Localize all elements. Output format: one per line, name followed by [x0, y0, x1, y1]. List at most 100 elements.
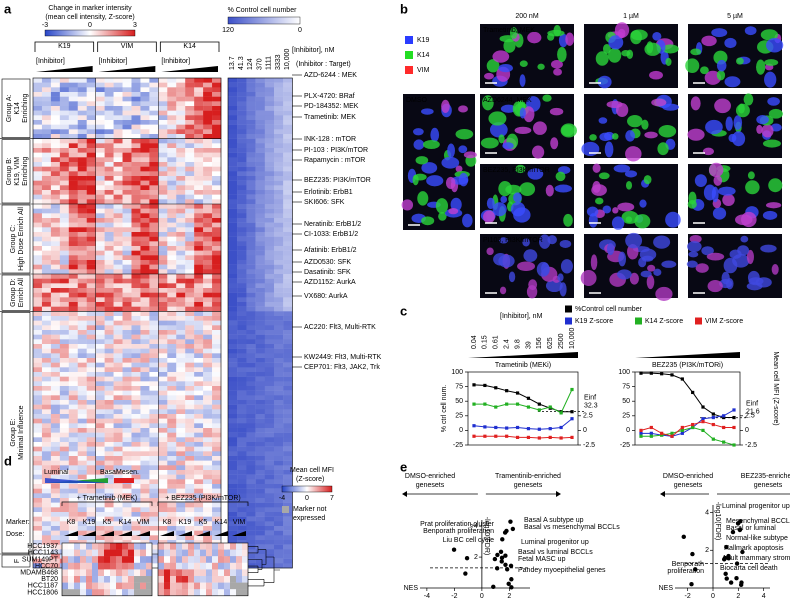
- point: [494, 405, 497, 408]
- heatmap-cell: [123, 241, 132, 246]
- heatmap-cell: [104, 576, 110, 583]
- heatmap-cell: [194, 470, 203, 475]
- heatmap-cell: [140, 405, 149, 410]
- control-cell: [256, 125, 265, 130]
- cell: [649, 71, 663, 80]
- heatmap-cell: [185, 414, 194, 419]
- point: [681, 432, 684, 435]
- heatmap-cell: [176, 181, 185, 186]
- heatmap-cell: [78, 255, 87, 260]
- heatmap-cell: [194, 157, 203, 162]
- heatmap-cell: [69, 78, 78, 83]
- control-cell: [274, 115, 283, 120]
- control-cell: [265, 265, 274, 270]
- heatmap-cell: [60, 223, 69, 228]
- heatmap-cell: [131, 419, 140, 424]
- heatmap-cell: [69, 111, 78, 116]
- control-cell: [256, 358, 265, 363]
- heatmap-cell: [131, 255, 140, 260]
- cell: [550, 137, 558, 149]
- heatmap-cell: [131, 372, 140, 377]
- heatmap-cell: [212, 335, 221, 340]
- panel-label: d: [4, 453, 12, 468]
- x-tick-label: 2: [507, 593, 511, 598]
- heatmap-cell: [105, 293, 114, 298]
- heatmap-cell: [51, 498, 60, 503]
- control-cell: [237, 288, 246, 293]
- cell: [653, 235, 670, 248]
- control-cell: [237, 512, 246, 517]
- heatmap-cell: [122, 563, 128, 570]
- heatmap-cell: [78, 302, 87, 307]
- heatmap-cell: [86, 569, 92, 576]
- control-cell: [265, 269, 274, 274]
- control-cell: [283, 223, 292, 228]
- heatmap-cell: [105, 442, 114, 447]
- heatmap-cell: [149, 423, 158, 428]
- heatmap-cell: [69, 363, 78, 368]
- heatmap-cell: [78, 97, 87, 102]
- control-cell: [246, 409, 255, 414]
- heatmap-cell: [105, 92, 114, 97]
- heatmap-cell: [96, 437, 105, 442]
- heatmap-cell: [123, 125, 132, 130]
- control-cell: [283, 437, 292, 442]
- control-cell: [283, 391, 292, 396]
- control-cell: [228, 470, 237, 475]
- heatmap-cell: [194, 87, 203, 92]
- heatmap-cell: [212, 569, 218, 576]
- heatmap-cell: [33, 129, 42, 134]
- heatmap-cell: [78, 190, 87, 195]
- heatmap-cell: [185, 447, 194, 452]
- cell: [724, 38, 736, 48]
- heatmap-cell: [60, 106, 69, 111]
- heatmap-cell: [33, 321, 42, 326]
- control-cell: [274, 265, 283, 270]
- control-cell: [256, 223, 265, 228]
- heatmap-cell: [200, 576, 206, 583]
- heatmap-cell: [69, 106, 78, 111]
- control-cell: [246, 330, 255, 335]
- heatmap-cell: [131, 489, 140, 494]
- heatmap-cell: [123, 433, 132, 438]
- cell: [630, 30, 642, 44]
- control-cell: [237, 437, 246, 442]
- heatmap-cell: [42, 507, 51, 512]
- control-cell: [228, 400, 237, 405]
- heatmap-cell: [87, 134, 96, 139]
- heatmap-cell: [105, 391, 114, 396]
- dose-wedge: [99, 66, 156, 72]
- control-cell: [237, 339, 246, 344]
- heatmap-cell: [194, 125, 203, 130]
- heatmap-cell: [114, 129, 123, 134]
- heatmap-cell: [167, 353, 176, 358]
- control-cell: [237, 297, 246, 302]
- heatmap-cell: [188, 543, 194, 550]
- heatmap-cell: [69, 227, 78, 232]
- heatmap-cell: [194, 204, 203, 209]
- heatmap-cell: [167, 381, 176, 386]
- heatmap-cell: [60, 120, 69, 125]
- heatmap-cell: [131, 330, 140, 335]
- control-cell: [265, 470, 274, 475]
- heatmap-cell: [149, 531, 158, 536]
- heatmap-cell: [167, 92, 176, 97]
- point: [560, 436, 563, 439]
- heatmap-cell: [114, 367, 123, 372]
- heatmap-cell: [194, 433, 203, 438]
- heatmap-cell: [167, 489, 176, 494]
- point: [527, 436, 530, 439]
- geneset-label: proliferation: [667, 568, 704, 575]
- heatmap-cell: [87, 325, 96, 330]
- heatmap-cell: [212, 227, 221, 232]
- heatmap-cell: [185, 274, 194, 279]
- cell: [599, 172, 610, 179]
- control-cell: [256, 129, 265, 134]
- control-cell: [265, 433, 274, 438]
- heatmap-cell: [176, 507, 185, 512]
- heatmap-cell: [131, 209, 140, 214]
- heatmap-cell: [194, 316, 203, 321]
- heatmap-cell: [212, 405, 221, 410]
- heatmap-cell: [114, 92, 123, 97]
- cell: [560, 240, 572, 248]
